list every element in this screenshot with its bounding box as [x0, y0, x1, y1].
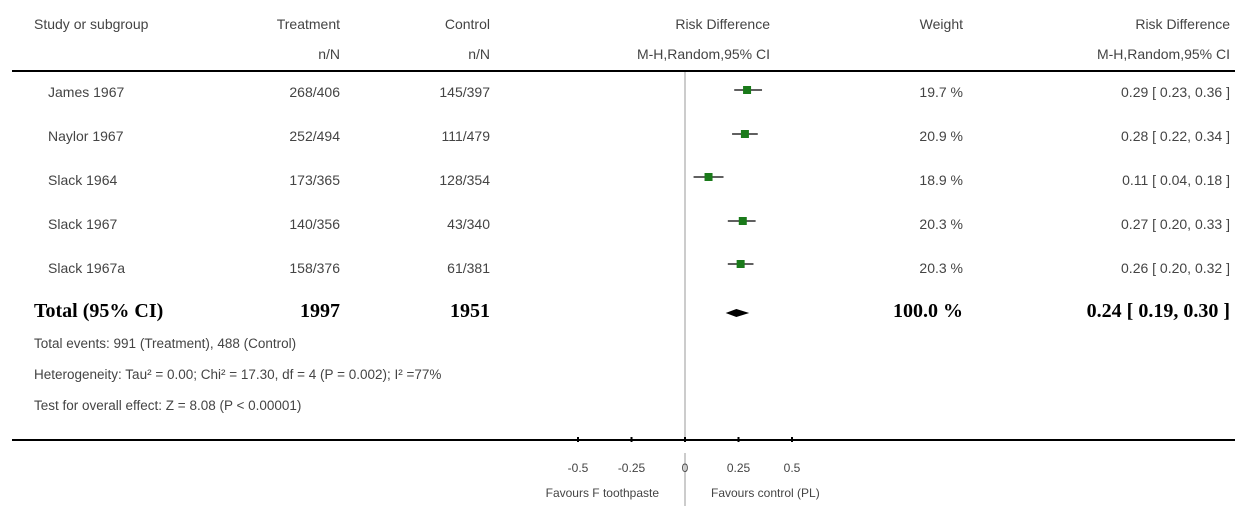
treatment-value: 173/365: [289, 172, 340, 188]
control-value: 61/381: [447, 260, 490, 276]
axis-tick-label: -0.25: [618, 461, 646, 475]
point-estimate-marker: [736, 260, 745, 268]
total-treatment: 1997: [300, 300, 340, 322]
point-estimate-marker: [743, 86, 752, 94]
pooled-diamond: [725, 309, 750, 317]
study-name: Slack 1964: [48, 172, 118, 188]
control-value: 43/340: [447, 216, 490, 232]
weight-value: 18.9 %: [919, 172, 963, 188]
header-weight: Weight: [919, 16, 963, 32]
control-value: 128/354: [439, 172, 490, 188]
point-estimate-marker: [704, 173, 713, 181]
rd-value: 0.26 [ 0.20, 0.32 ]: [1121, 260, 1230, 276]
weight-value: 20.3 %: [919, 260, 963, 276]
axis-tick-label: 0.25: [727, 461, 751, 475]
treatment-value: 268/406: [289, 84, 340, 100]
study-name: Naylor 1967: [48, 128, 124, 144]
favours-right-label: Favours control (PL): [711, 486, 820, 500]
footer-rule: [12, 439, 1235, 441]
total-label: Total (95% CI): [34, 300, 164, 322]
axis-tick-label: 0: [682, 461, 689, 475]
weight-value: 19.7 %: [919, 84, 963, 100]
rd-value: 0.29 [ 0.23, 0.36 ]: [1121, 84, 1230, 100]
header-plot-sub: M-H,Random,95% CI: [636, 46, 770, 62]
point-estimate-marker: [738, 217, 747, 225]
study-name: Slack 1967: [48, 216, 118, 232]
rd-value: 0.27 [ 0.20, 0.33 ]: [1121, 216, 1230, 232]
treatment-value: 158/376: [289, 260, 340, 276]
header-rule: [12, 70, 1235, 72]
overall-effect-note: Test for overall effect: Z = 8.08 (P < 0…: [34, 398, 302, 413]
total-weight: 100.0 %: [893, 300, 963, 322]
favours-left-label: Favours F toothpaste: [545, 486, 659, 500]
axis-tick-label: -0.5: [568, 461, 589, 475]
header-plot: Risk Difference: [675, 16, 770, 32]
header-treatment: Treatment: [276, 16, 340, 32]
rd-value: 0.28 [ 0.22, 0.34 ]: [1121, 128, 1230, 144]
header-rd-sub: M-H,Random,95% CI: [1096, 46, 1230, 62]
header-study: Study or subgroup: [34, 16, 149, 32]
study-name: Slack 1967a: [48, 260, 126, 276]
control-value: 111/479: [441, 128, 490, 144]
header-control: Control: [444, 16, 490, 32]
treatment-value: 252/494: [289, 128, 340, 144]
rd-value: 0.11 [ 0.04, 0.18 ]: [1122, 172, 1230, 188]
heterogeneity-note: Heterogeneity: Tau² = 0.00; Chi² = 17.30…: [34, 367, 442, 382]
total-rd: 0.24 [ 0.19, 0.30 ]: [1086, 300, 1230, 322]
total-events-note: Total events: 991 (Treatment), 488 (Cont…: [34, 336, 297, 351]
control-value: 145/397: [439, 84, 490, 100]
header-treatment-sub: n/N: [318, 46, 340, 62]
axis-tick-label: 0.5: [784, 461, 801, 475]
point-estimate-marker: [740, 130, 749, 138]
treatment-value: 140/356: [289, 216, 340, 232]
total-control: 1951: [450, 300, 490, 322]
study-name: James 1967: [48, 84, 125, 100]
header-control-sub: n/N: [468, 46, 490, 62]
weight-value: 20.3 %: [919, 216, 963, 232]
weight-value: 20.9 %: [919, 128, 963, 144]
header-rd: Risk Difference: [1135, 16, 1230, 32]
